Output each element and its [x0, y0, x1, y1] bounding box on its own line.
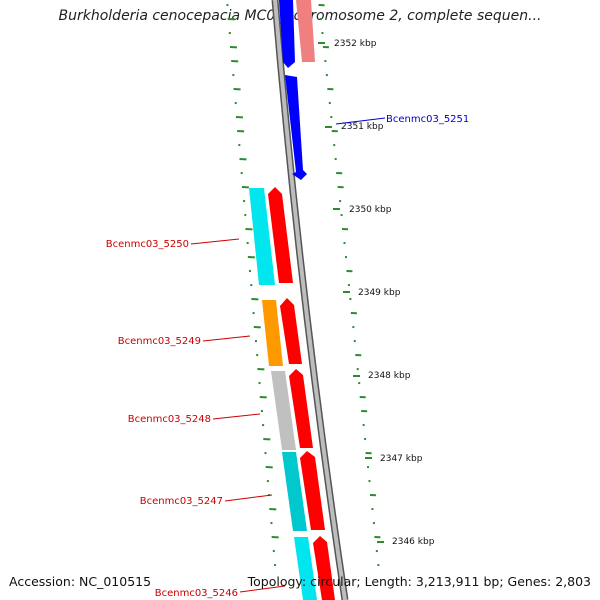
accession-text: Accession: NC_010515 [9, 574, 152, 589]
gene-label-5247[interactable]: Bcenmc03_5247 [140, 496, 223, 507]
tick-label-2346: 2346 kbp [392, 537, 435, 547]
tick-label-2347: 2347 kbp [380, 454, 423, 464]
sequence-backbone [273, 0, 347, 600]
ruler-ticks: 2352 kbp 2351 kbp 2350 kbp 2349 kbp 2348… [318, 39, 435, 547]
cds-reverse-feature[interactable] [296, 0, 315, 62]
gc-content-track [226, 4, 279, 567]
cds-reverse-feature[interactable] [289, 369, 313, 448]
tick-label-2348: 2348 kbp [368, 371, 411, 381]
label-leader-line [224, 494, 273, 502]
gene-label-5246[interactable]: Bcenmc03_5246 [155, 588, 238, 599]
cds-forward-feature[interactable] [285, 75, 307, 180]
gene-label-5251[interactable]: Bcenmc03_5251 [386, 114, 469, 125]
label-leader-line [212, 413, 261, 420]
cds-reverse-feature[interactable] [268, 187, 293, 283]
cds-reverse-feature[interactable] [313, 536, 335, 600]
cog-feature[interactable] [282, 452, 307, 531]
label-leader-line [239, 585, 286, 593]
feature-track[interactable] [249, 0, 335, 600]
cds-forward-feature[interactable] [279, 0, 295, 68]
topology-text: Topology: circular; Length: 3,213,911 bp… [247, 574, 591, 589]
tick-label-2349: 2349 kbp [358, 288, 401, 298]
cog-feature[interactable] [271, 371, 296, 450]
cog-feature[interactable] [249, 188, 275, 285]
gc-skew-track [318, 4, 381, 567]
gene-label-5250[interactable]: Bcenmc03_5250 [106, 239, 189, 250]
cds-reverse-feature[interactable] [300, 451, 325, 530]
label-leader-line [190, 238, 240, 245]
cds-reverse-feature[interactable] [280, 298, 302, 364]
gene-labels[interactable]: Bcenmc03_5251 Bcenmc03_5250 Bcenmc03_524… [106, 114, 470, 599]
cog-feature[interactable] [294, 537, 317, 600]
gene-label-5248[interactable]: Bcenmc03_5248 [128, 414, 211, 425]
tick-label-2352: 2352 kbp [334, 39, 377, 49]
tick-label-2351: 2351 kbp [341, 122, 384, 132]
label-leader-line [335, 117, 386, 125]
gene-label-5249[interactable]: Bcenmc03_5249 [118, 336, 201, 347]
label-leader-line [202, 335, 251, 342]
tick-label-2350: 2350 kbp [349, 205, 392, 215]
cog-feature[interactable] [262, 300, 283, 366]
